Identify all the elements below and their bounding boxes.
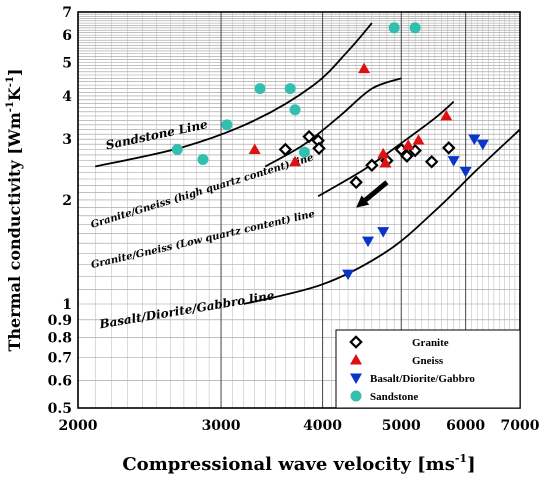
granite-point (400, 149, 414, 163)
granite-point (312, 141, 326, 156)
basalt-diorite-gabbro-point (447, 156, 460, 167)
sandstone-point (171, 143, 183, 155)
sandstone-point (284, 83, 296, 95)
y-tick-label: 7 (62, 5, 72, 21)
y-tick-label: 0.8 (48, 330, 72, 346)
granite-point (424, 155, 439, 169)
legend-label: Gneiss (412, 355, 444, 367)
gneiss-point (402, 139, 415, 150)
y-tick-label: 4 (62, 89, 72, 105)
y-tick-label: 0.6 (48, 374, 72, 390)
legend-box (335, 329, 521, 409)
x-tick-label: 7000 (501, 418, 540, 434)
arrow-shaft (363, 180, 389, 202)
legend-marker (350, 390, 362, 402)
granite-point (278, 142, 293, 157)
granite-point (302, 129, 316, 144)
y-tick-label: 5 (62, 55, 72, 71)
sandstone-point (298, 146, 310, 158)
granite-point (349, 175, 363, 190)
gneiss-point (358, 62, 371, 74)
x-tick-label: 4000 (303, 418, 342, 434)
gneiss-point (440, 110, 453, 121)
sandstone-point (254, 83, 266, 95)
trend-arrow (356, 180, 389, 208)
basalt-diorite-gabbro-point (362, 236, 375, 248)
grid-lines (77, 11, 521, 409)
legend-label: Basalt/Diorite/Gabbro (370, 373, 475, 385)
gneiss-point (412, 134, 425, 145)
sandstone-point (388, 22, 400, 34)
gneiss-point (248, 143, 261, 154)
basalt-diorite-gabbro-point (459, 166, 472, 178)
legend-label: Granite (412, 337, 449, 349)
arrow-head (356, 195, 370, 208)
granite-point (365, 158, 379, 173)
y-axis-label: Thermal conductivity [Wm-1K-1] (5, 69, 24, 352)
x-tick-label: 5000 (382, 418, 421, 434)
trend-line-label: Basalt/Diorite/Gabbro line (97, 288, 275, 331)
trend-line (95, 22, 373, 168)
x-tick-label: 6000 (446, 418, 485, 434)
legend: Granite Gneiss Basalt/Diorite/Gabbro Sandst… (335, 329, 521, 409)
y-tick-labels: 0.5 0.6 0.7 0.80.91 2 3 4 5 6 7 (48, 5, 73, 417)
x-tick-labels: 2000 3000 4000 5000 6000 7000 (59, 418, 540, 434)
legend-marker (349, 335, 363, 349)
basalt-diorite-gabbro-point (342, 269, 355, 281)
sandstone-point (409, 22, 421, 34)
y-tick-label: 0.7 (48, 351, 72, 367)
x-axis-label: Compressional wave velocity [ms-1] (122, 452, 475, 475)
data-points (171, 22, 489, 281)
y-tick-label: 6 (62, 28, 72, 44)
plot-frame (77, 11, 521, 409)
gneiss-point (379, 156, 392, 168)
y-tick-label: 2 (62, 193, 72, 209)
sandstone-point (289, 104, 301, 116)
basalt-diorite-gabbro-point (468, 134, 481, 146)
granite-point (441, 141, 456, 155)
basalt-diorite-gabbro-point (377, 227, 390, 238)
legend-marker (350, 354, 362, 365)
y-tick-label: 0.9 (48, 313, 72, 329)
x-tick-label: 2000 (59, 418, 98, 434)
x-tick-label: 3000 (202, 418, 241, 434)
trend-line (243, 128, 521, 305)
gneiss-point (377, 147, 390, 159)
y-tick-label: 1 (62, 297, 72, 313)
y-tick-label: 3 (62, 132, 72, 148)
y-tick-label: 0.5 (48, 401, 72, 417)
trend-line (264, 77, 402, 168)
sandstone-point (197, 153, 209, 165)
legend-marker (350, 373, 362, 384)
gneiss-point (289, 155, 302, 167)
sandstone-point (221, 119, 233, 131)
legend-label: Sandstone (370, 391, 418, 403)
basalt-diorite-gabbro-point (476, 139, 489, 151)
